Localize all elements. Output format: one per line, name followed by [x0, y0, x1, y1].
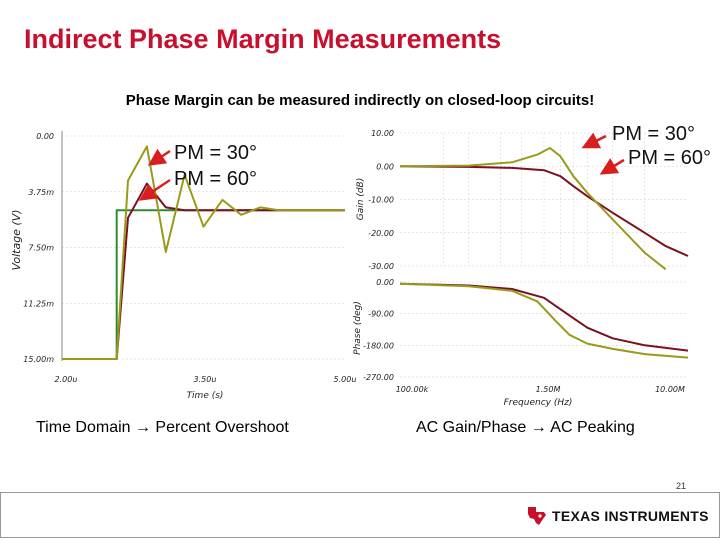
slide-title: Indirect Phase Margin Measurements [24, 24, 502, 54]
time-x-axis-label: Time (s) [187, 391, 224, 401]
time-x-tick-label: 5.00u [334, 375, 357, 384]
slide-subtitle: Phase Margin can be measured indirectly … [125, 92, 595, 109]
time-pm30-label: PM = 30° [174, 142, 257, 164]
gain-y-ticks: 10.00 0.00 -10.00 -20.00 -30.00 [368, 129, 394, 271]
ti-logo: TEXAS INSTRUMENTS [526, 504, 709, 528]
phase-x-tick-label: 10.00M [655, 385, 685, 394]
phase-y-tick-label: -90.00 [368, 310, 394, 319]
time-y-tick-label: 0.00 [36, 132, 54, 141]
phase-y-tick-label: 0.00 [376, 278, 394, 287]
phase-x-tick-label: 1.50M [536, 385, 561, 394]
caption-time-domain: Time Domain → Percent Overshoot [36, 419, 289, 436]
time-grid [62, 135, 345, 360]
time-pm60-arrow [138, 178, 171, 201]
gain-pm60-label: PM = 60° [628, 147, 711, 169]
time-y-tick-label: 7.50m [28, 244, 54, 253]
phase-x-axis-label: Frequency (Hz) [504, 398, 573, 408]
time-y-ticks: 0.00 3.75m 7.50m 11.25m 15.00m [23, 132, 54, 364]
texas-state-icon [528, 507, 546, 525]
gain-pm30-label: PM = 30° [612, 123, 695, 145]
phase-series-group [399, 282, 689, 359]
phase-grid [400, 281, 688, 378]
gain-y-tick-label: 10.00 [371, 129, 394, 138]
gain-y-tick-label: -10.00 [368, 196, 394, 205]
gain-chart: 10.00 0.00 -10.00 -20.00 -30.00 Gain (dB) PM… [356, 123, 711, 271]
gain-pm60-arrow [599, 158, 625, 175]
phase-y-axis-label: Phase (deg) [353, 301, 363, 355]
phase-y-tick-label: -180.00 [363, 341, 394, 350]
phase-x-tick-label: 100.00k [396, 385, 429, 394]
gain-y-tick-label: -30.00 [368, 262, 394, 271]
time-series-pm30 [62, 145, 345, 360]
time-y-tick-label: 3.75m [28, 188, 54, 197]
time-x-tick-label: 3.50u [194, 375, 217, 384]
time-y-tick-label: 11.25m [23, 299, 54, 308]
page-number: 21 [676, 481, 687, 491]
time-pm60-label: PM = 60° [174, 168, 257, 190]
logo-text: TEXAS INSTRUMENTS [552, 508, 709, 524]
phase-chart: 0.00 -90.00 -180.00 -270.00 100.00k 1.50M 10.… [353, 278, 689, 408]
gain-series-pm30 [399, 147, 667, 271]
phase-series-pm30 [399, 282, 689, 359]
time-x-ticks: 2.00u 3.50u 5.00u [55, 375, 357, 384]
phase-series-pm60 [399, 282, 689, 352]
caption-ac: AC Gain/Phase → AC Peaking [416, 419, 635, 436]
phase-plot-area [400, 279, 688, 378]
footer-bar [0, 492, 720, 538]
phase-y-ticks: 0.00 -90.00 -180.00 -270.00 [363, 278, 394, 382]
time-domain-chart: 0.00 3.75m 7.50m 11.25m 15.00m 2.00u 3.50u 5.0… [10, 131, 356, 401]
gain-y-tick-label: -20.00 [368, 229, 394, 238]
time-pm30-arrow [147, 148, 171, 166]
time-y-tick-label: 15.00m [23, 355, 54, 364]
time-series-group [62, 145, 345, 360]
gain-series-pm60 [399, 165, 689, 257]
time-plot-area [62, 131, 345, 361]
plots-canvas: 0.00 3.75m 7.50m 11.25m 15.00m 2.00u 3.50u 5.0… [10, 123, 711, 408]
gain-series-group [399, 147, 689, 271]
gain-pm30-arrow [581, 132, 607, 149]
phase-y-tick-label: -270.00 [363, 373, 394, 382]
gain-y-axis-label: Gain (dB) [356, 178, 366, 220]
time-x-tick-label: 2.00u [55, 375, 78, 384]
phase-x-ticks: 100.00k 1.50M 10.00M [396, 385, 685, 394]
gain-y-tick-label: 0.00 [376, 162, 394, 171]
time-y-axis-label: Voltage (V) [10, 209, 23, 270]
